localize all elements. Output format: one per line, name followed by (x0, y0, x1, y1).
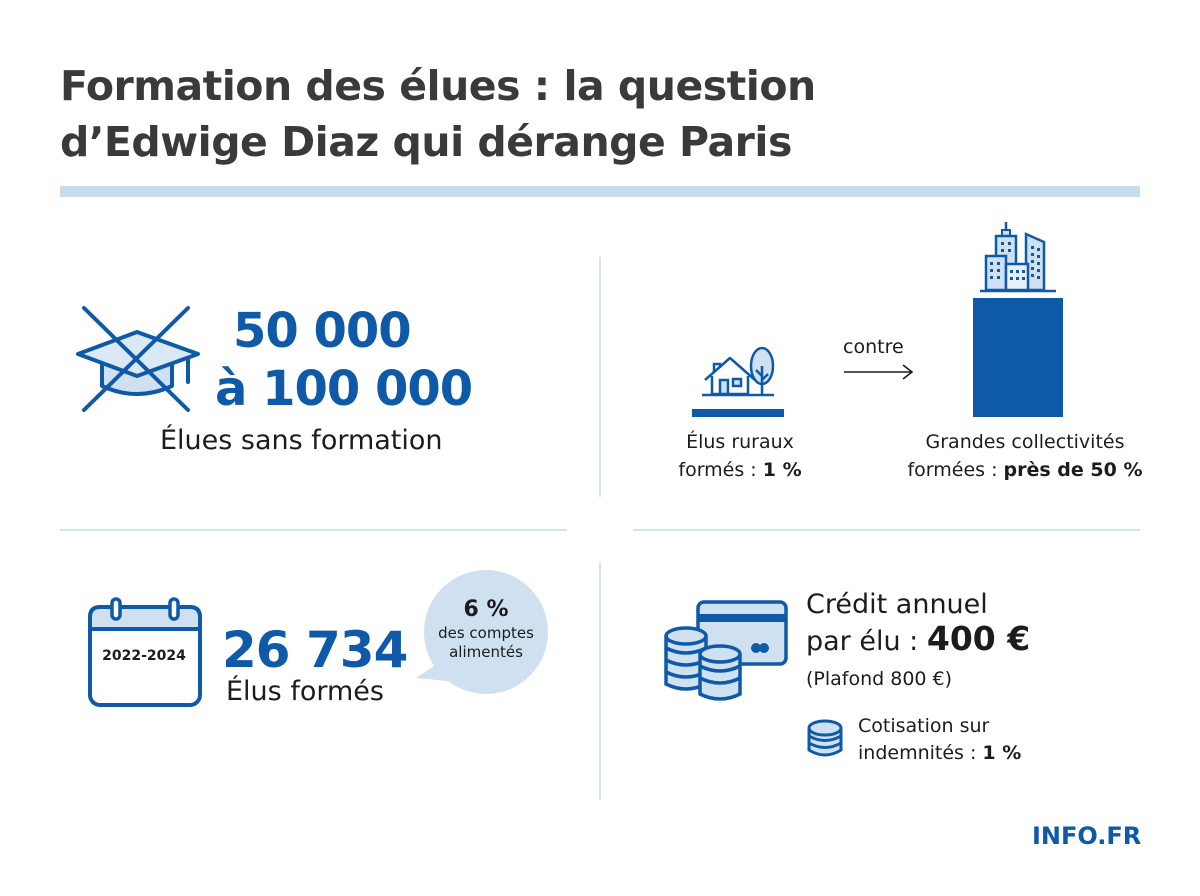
large-label-line1: Grandes collectivités (925, 431, 1125, 453)
horizontal-divider-right (633, 529, 1140, 531)
contribution-text: Cotisation sur indemnités : 1 % (858, 713, 1021, 767)
rural-value: 1 % (762, 459, 802, 481)
credit-ceiling: (Plafond 800 €) (806, 668, 953, 690)
contribution-value: 1 % (982, 742, 1022, 764)
bubble-line1: des comptes (438, 624, 534, 642)
contribution-prefix: indemnités : (858, 742, 983, 764)
contribution-line1: Cotisation sur (858, 715, 990, 737)
vertical-divider-bottom (599, 562, 601, 800)
trained-label: Élus formés (226, 676, 384, 707)
rural-label: Élus ruraux formés : 1 % (660, 428, 820, 484)
large-value: près de 50 % (1003, 459, 1143, 481)
bubble-line2: alimentés (449, 643, 523, 661)
coin-stack-icon (807, 719, 843, 757)
page-title: Formation des élues : la question d’Edwi… (60, 58, 1060, 170)
house-tree-icon (692, 346, 784, 417)
brand-logo: INFO.FR (1032, 822, 1142, 850)
bubble-text: 6 % des comptes alimentés (420, 596, 552, 662)
vertical-divider-top (599, 257, 601, 497)
title-underline (60, 186, 1140, 197)
trained-count: 26 734 (222, 621, 408, 679)
calendar-icon (88, 597, 202, 707)
credit-prefix: par élu : (806, 626, 927, 657)
speech-bubble (416, 570, 548, 694)
crossed-graduation-cap-icon (76, 306, 200, 412)
title-line-2: d’Edwige Diaz qui dérange Paris (60, 118, 792, 166)
horizontal-divider-left (60, 529, 567, 531)
credit-block: Crédit annuel par élu : 400 € (Plafond 8… (806, 588, 1136, 694)
rural-label-prefix: formés : (678, 459, 763, 481)
untrained-label: Élues sans formation (160, 425, 443, 456)
credit-line1: Crédit annuel (806, 589, 988, 620)
card-and-coins-icon (664, 600, 788, 701)
untrained-range: 50 000 à 100 000 (215, 302, 515, 418)
rural-label-line1: Élus ruraux (686, 431, 794, 453)
right-arrow-icon (844, 364, 914, 380)
large-collectivities-label: Grandes collectivités formées : près de … (890, 428, 1160, 484)
calendar-period: 2022-2024 (102, 648, 186, 664)
bubble-percent: 6 % (463, 597, 509, 622)
credit-amount: 400 € (926, 619, 1031, 658)
credit-line2: par élu : 400 € (806, 621, 1136, 660)
title-line-1: Formation des élues : la question (60, 62, 816, 110)
city-buildings-icon (980, 222, 1056, 293)
large-label-prefix: formées : (907, 459, 1004, 481)
range-max: à 100 000 (215, 361, 473, 417)
range-min: 50 000 (233, 303, 412, 359)
large-collectivities-bar (973, 298, 1063, 417)
comparison-connector: contre (843, 336, 904, 358)
